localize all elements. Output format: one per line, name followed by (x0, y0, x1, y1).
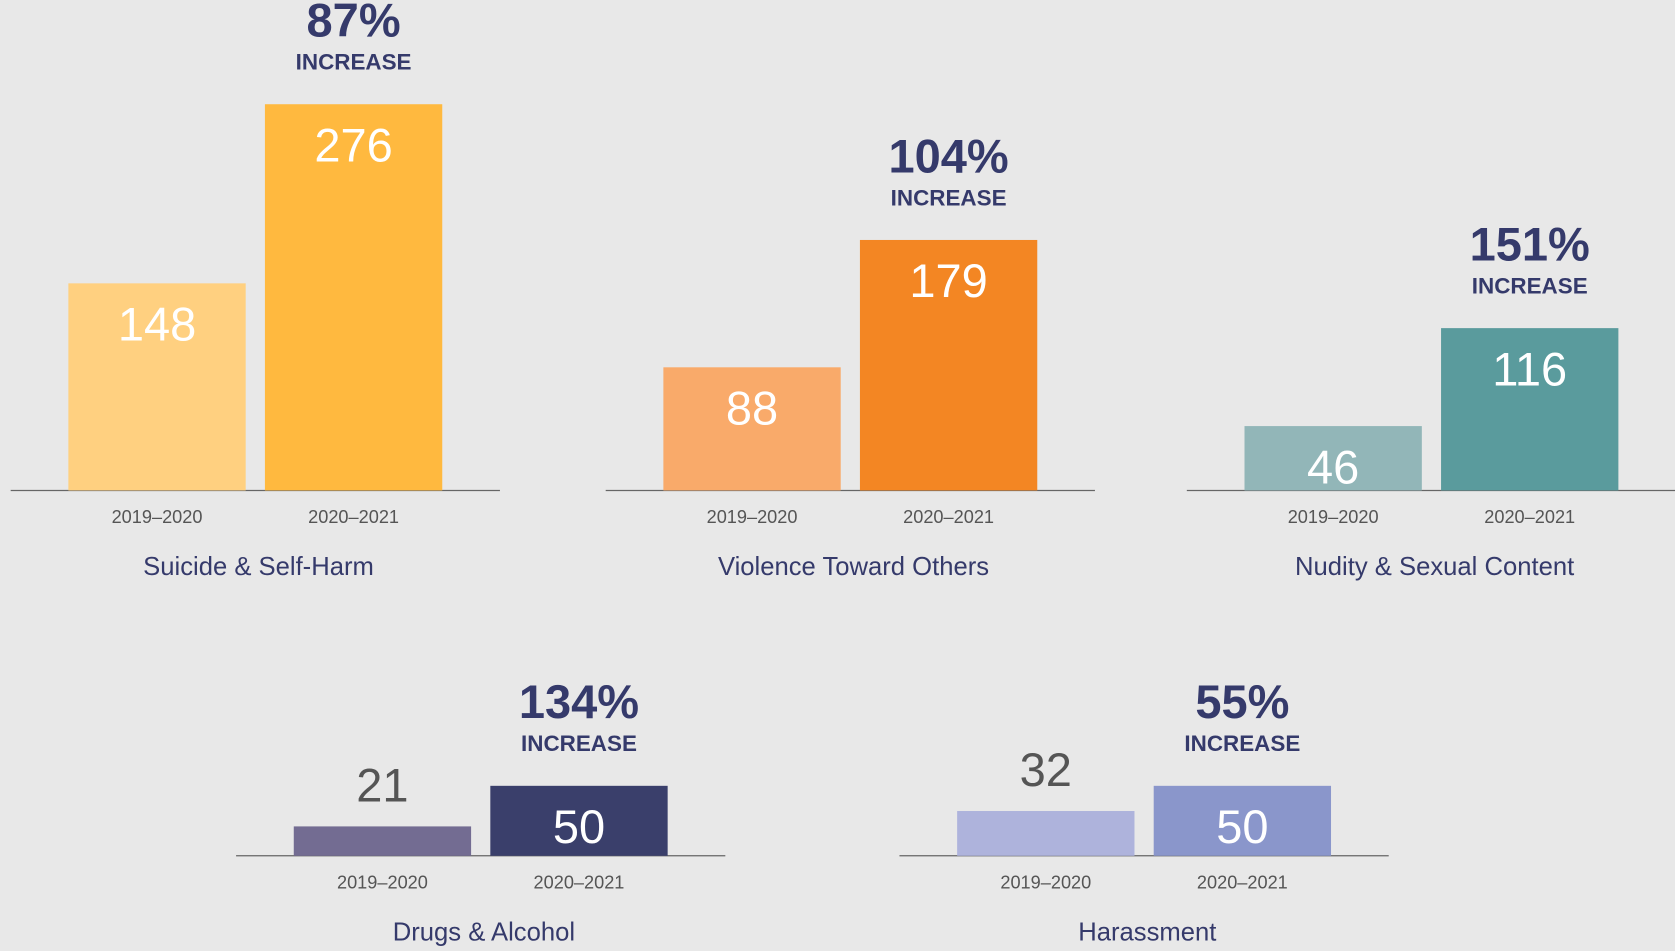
increase-label: INCREASE (891, 185, 1007, 210)
x-tick-label: 2019–2020 (112, 507, 203, 527)
chart-title: Nudity & Sexual Content (1295, 553, 1574, 581)
chart-title: Harassment (1078, 919, 1216, 947)
x-tick-label: 2020–2021 (1197, 872, 1288, 892)
increase-label: INCREASE (521, 731, 637, 756)
value-label: 50 (1216, 800, 1268, 853)
bar (490, 785, 668, 856)
increase-percent: 87% (307, 0, 401, 47)
value-label: 116 (1492, 342, 1567, 395)
increase-percent: 104% (888, 129, 1008, 182)
increase-label: INCREASE (1472, 273, 1588, 298)
increase-percent: 151% (1470, 217, 1590, 270)
x-tick-label: 2019–2020 (1288, 507, 1379, 527)
bar (293, 826, 472, 856)
bar (1441, 328, 1619, 491)
value-label: 46 (1307, 440, 1359, 493)
bar (663, 367, 841, 491)
increase-percent: 55% (1195, 675, 1289, 728)
bar (859, 239, 1038, 491)
bar (264, 104, 443, 491)
x-tick-label: 2019–2020 (1000, 872, 1091, 892)
chart-title: Suicide & Self-Harm (143, 553, 374, 581)
x-tick-label: 2020–2021 (308, 507, 399, 527)
increase-percent: 134% (519, 675, 639, 728)
chart-title: Violence Toward Others (718, 553, 989, 581)
increase-label: INCREASE (296, 50, 412, 75)
value-label: 179 (909, 254, 987, 307)
increase-label: INCREASE (1184, 731, 1300, 756)
value-label: 276 (314, 119, 392, 172)
value-label: 21 (356, 758, 408, 811)
bar (1153, 785, 1332, 856)
x-tick-label: 2019–2020 (707, 507, 798, 527)
x-tick-label: 2020–2021 (534, 872, 625, 892)
x-tick-label: 2020–2021 (1484, 507, 1575, 527)
value-label: 32 (1020, 743, 1072, 796)
value-label: 50 (553, 800, 605, 853)
chart-title: Drugs & Alcohol (393, 919, 575, 947)
bar (1244, 426, 1422, 491)
x-tick-label: 2020–2021 (903, 507, 994, 527)
bar (957, 811, 1135, 856)
bar (68, 283, 246, 491)
value-label: 148 (118, 298, 196, 351)
x-tick-label: 2019–2020 (337, 872, 428, 892)
value-label: 88 (726, 382, 778, 435)
